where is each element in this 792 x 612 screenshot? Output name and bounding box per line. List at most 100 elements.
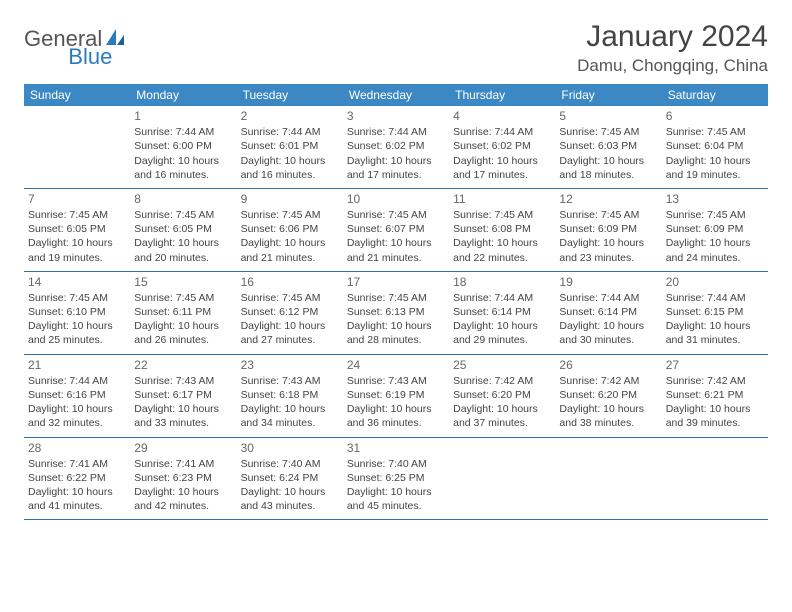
- day-d1: Daylight: 10 hours: [347, 319, 445, 333]
- day-sr: Sunrise: 7:43 AM: [134, 374, 232, 388]
- day-d2: and 41 minutes.: [28, 499, 126, 513]
- day-sr: Sunrise: 7:40 AM: [241, 457, 339, 471]
- day-d2: and 24 minutes.: [666, 251, 764, 265]
- day-number: 19: [559, 274, 657, 290]
- day-ss: Sunset: 6:04 PM: [666, 139, 764, 153]
- day-ss: Sunset: 6:20 PM: [559, 388, 657, 402]
- day-number: 13: [666, 191, 764, 207]
- day-d2: and 29 minutes.: [453, 333, 551, 347]
- day-sr: Sunrise: 7:43 AM: [347, 374, 445, 388]
- day-d1: Daylight: 10 hours: [559, 236, 657, 250]
- day-number: 11: [453, 191, 551, 207]
- day-ss: Sunset: 6:16 PM: [28, 388, 126, 402]
- day-number: 29: [134, 440, 232, 456]
- day-number: 21: [28, 357, 126, 373]
- day-cell: 13Sunrise: 7:45 AMSunset: 6:09 PMDayligh…: [662, 189, 768, 271]
- day-d2: and 36 minutes.: [347, 416, 445, 430]
- day-sr: Sunrise: 7:44 AM: [347, 125, 445, 139]
- day-cell: [662, 438, 768, 520]
- day-ss: Sunset: 6:24 PM: [241, 471, 339, 485]
- day-cell: [24, 106, 130, 188]
- day-d1: Daylight: 10 hours: [559, 154, 657, 168]
- day-d1: Daylight: 10 hours: [666, 236, 764, 250]
- day-sr: Sunrise: 7:45 AM: [347, 208, 445, 222]
- day-cell: 12Sunrise: 7:45 AMSunset: 6:09 PMDayligh…: [555, 189, 661, 271]
- day-d1: Daylight: 10 hours: [347, 485, 445, 499]
- day-ss: Sunset: 6:02 PM: [453, 139, 551, 153]
- day-d1: Daylight: 10 hours: [134, 485, 232, 499]
- day-number: 24: [347, 357, 445, 373]
- week-row: 1Sunrise: 7:44 AMSunset: 6:00 PMDaylight…: [24, 106, 768, 189]
- day-d1: Daylight: 10 hours: [134, 402, 232, 416]
- day-cell: 7Sunrise: 7:45 AMSunset: 6:05 PMDaylight…: [24, 189, 130, 271]
- day-d2: and 31 minutes.: [666, 333, 764, 347]
- weekday-header-row: Sunday Monday Tuesday Wednesday Thursday…: [24, 84, 768, 106]
- day-sr: Sunrise: 7:45 AM: [241, 291, 339, 305]
- day-d2: and 45 minutes.: [347, 499, 445, 513]
- day-cell: 6Sunrise: 7:45 AMSunset: 6:04 PMDaylight…: [662, 106, 768, 188]
- day-d1: Daylight: 10 hours: [666, 154, 764, 168]
- day-ss: Sunset: 6:14 PM: [559, 305, 657, 319]
- day-cell: 16Sunrise: 7:45 AMSunset: 6:12 PMDayligh…: [237, 272, 343, 354]
- day-d2: and 32 minutes.: [28, 416, 126, 430]
- day-cell: 4Sunrise: 7:44 AMSunset: 6:02 PMDaylight…: [449, 106, 555, 188]
- day-cell: 21Sunrise: 7:44 AMSunset: 6:16 PMDayligh…: [24, 355, 130, 437]
- day-d1: Daylight: 10 hours: [134, 319, 232, 333]
- day-d1: Daylight: 10 hours: [666, 319, 764, 333]
- day-d2: and 18 minutes.: [559, 168, 657, 182]
- day-d1: Daylight: 10 hours: [347, 402, 445, 416]
- day-d2: and 20 minutes.: [134, 251, 232, 265]
- day-number: 16: [241, 274, 339, 290]
- day-cell: 15Sunrise: 7:45 AMSunset: 6:11 PMDayligh…: [130, 272, 236, 354]
- day-cell: 5Sunrise: 7:45 AMSunset: 6:03 PMDaylight…: [555, 106, 661, 188]
- day-sr: Sunrise: 7:41 AM: [28, 457, 126, 471]
- day-ss: Sunset: 6:05 PM: [28, 222, 126, 236]
- day-ss: Sunset: 6:21 PM: [666, 388, 764, 402]
- weekday-tuesday: Tuesday: [237, 84, 343, 106]
- day-d1: Daylight: 10 hours: [453, 319, 551, 333]
- week-row: 7Sunrise: 7:45 AMSunset: 6:05 PMDaylight…: [24, 189, 768, 272]
- month-title: January 2024: [577, 20, 768, 54]
- day-d1: Daylight: 10 hours: [134, 236, 232, 250]
- day-sr: Sunrise: 7:45 AM: [559, 208, 657, 222]
- day-cell: 1Sunrise: 7:44 AMSunset: 6:00 PMDaylight…: [130, 106, 236, 188]
- day-sr: Sunrise: 7:45 AM: [241, 208, 339, 222]
- day-number: 31: [347, 440, 445, 456]
- day-ss: Sunset: 6:23 PM: [134, 471, 232, 485]
- day-d1: Daylight: 10 hours: [241, 485, 339, 499]
- day-sr: Sunrise: 7:44 AM: [241, 125, 339, 139]
- day-d2: and 28 minutes.: [347, 333, 445, 347]
- day-ss: Sunset: 6:14 PM: [453, 305, 551, 319]
- day-cell: [555, 438, 661, 520]
- day-d2: and 16 minutes.: [241, 168, 339, 182]
- day-d1: Daylight: 10 hours: [559, 319, 657, 333]
- day-number: 6: [666, 108, 764, 124]
- day-number: 5: [559, 108, 657, 124]
- location-text: Damu, Chongqing, China: [577, 56, 768, 76]
- day-d1: Daylight: 10 hours: [347, 236, 445, 250]
- day-d1: Daylight: 10 hours: [28, 319, 126, 333]
- day-ss: Sunset: 6:22 PM: [28, 471, 126, 485]
- day-cell: 17Sunrise: 7:45 AMSunset: 6:13 PMDayligh…: [343, 272, 449, 354]
- day-sr: Sunrise: 7:44 AM: [453, 291, 551, 305]
- day-d1: Daylight: 10 hours: [241, 319, 339, 333]
- day-d2: and 26 minutes.: [134, 333, 232, 347]
- day-d1: Daylight: 10 hours: [559, 402, 657, 416]
- day-ss: Sunset: 6:09 PM: [559, 222, 657, 236]
- day-d2: and 37 minutes.: [453, 416, 551, 430]
- day-sr: Sunrise: 7:44 AM: [453, 125, 551, 139]
- day-d2: and 19 minutes.: [666, 168, 764, 182]
- day-d2: and 34 minutes.: [241, 416, 339, 430]
- day-cell: 9Sunrise: 7:45 AMSunset: 6:06 PMDaylight…: [237, 189, 343, 271]
- day-ss: Sunset: 6:03 PM: [559, 139, 657, 153]
- day-ss: Sunset: 6:12 PM: [241, 305, 339, 319]
- day-number: 25: [453, 357, 551, 373]
- day-number: 23: [241, 357, 339, 373]
- day-ss: Sunset: 6:20 PM: [453, 388, 551, 402]
- day-number: 26: [559, 357, 657, 373]
- day-number: 2: [241, 108, 339, 124]
- day-ss: Sunset: 6:00 PM: [134, 139, 232, 153]
- logo-text-blue: Blue: [68, 44, 112, 70]
- day-sr: Sunrise: 7:45 AM: [134, 291, 232, 305]
- day-ss: Sunset: 6:06 PM: [241, 222, 339, 236]
